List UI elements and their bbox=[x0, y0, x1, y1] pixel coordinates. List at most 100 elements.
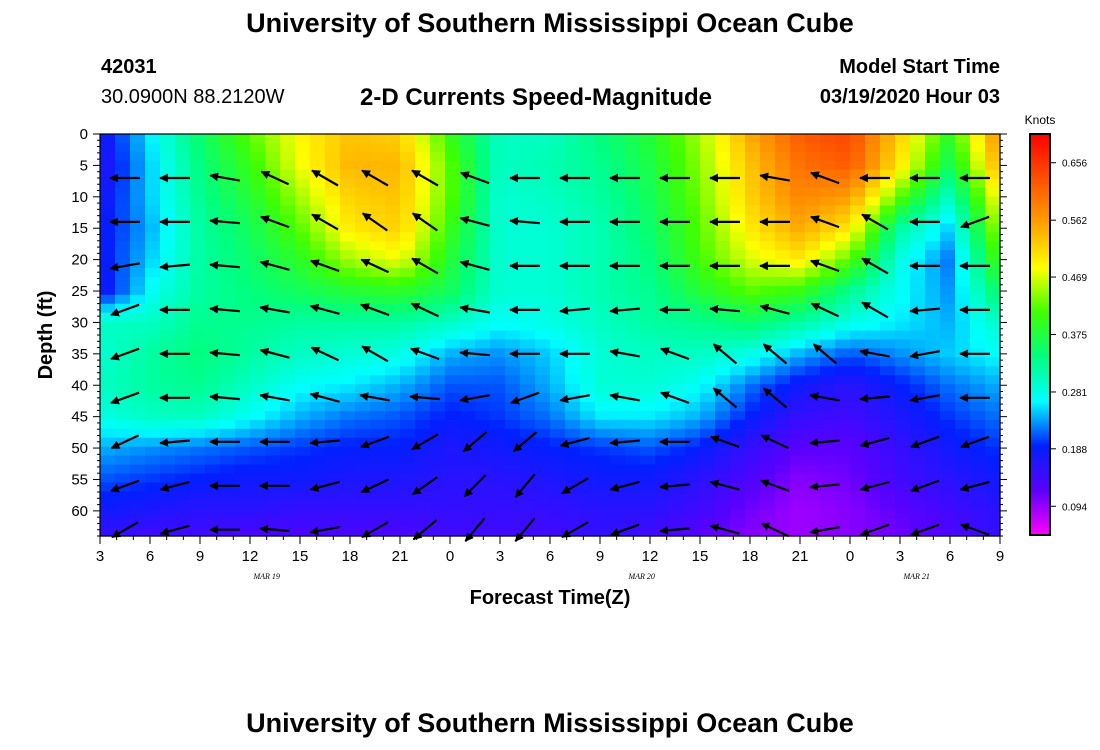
heatmap-cell bbox=[130, 366, 146, 376]
heatmap-cell bbox=[715, 312, 731, 323]
heatmap-cell bbox=[145, 357, 161, 367]
heatmap-cell bbox=[460, 509, 476, 519]
heatmap-cell bbox=[790, 357, 806, 367]
heatmap-cell bbox=[340, 491, 356, 501]
heatmap-cell bbox=[115, 312, 131, 323]
heatmap-cell bbox=[775, 250, 791, 260]
heatmap-cell bbox=[625, 178, 641, 189]
current-vector bbox=[809, 482, 840, 491]
heatmap-cell bbox=[220, 402, 236, 412]
heatmap-cell bbox=[790, 321, 806, 332]
heatmap-cell bbox=[625, 473, 641, 483]
heatmap-cell bbox=[925, 366, 941, 376]
heatmap-cell bbox=[550, 518, 566, 528]
heatmap-cell bbox=[115, 294, 131, 305]
heatmap-cell bbox=[310, 375, 326, 385]
heatmap-cell bbox=[625, 428, 641, 439]
heatmap-cell bbox=[670, 455, 686, 466]
x-tick-label: 0 bbox=[446, 548, 454, 565]
heatmap-cell bbox=[445, 160, 461, 171]
current-vector bbox=[411, 476, 438, 496]
heatmap-cell bbox=[235, 223, 251, 233]
heatmap-cell bbox=[520, 178, 536, 189]
heatmap-cell bbox=[940, 518, 956, 528]
heatmap-cell bbox=[100, 402, 116, 412]
heatmap-cell bbox=[295, 402, 311, 412]
heatmap-cell bbox=[265, 250, 281, 260]
heatmap-cell bbox=[250, 142, 266, 153]
heatmap-cell bbox=[145, 214, 161, 224]
heatmap-cell bbox=[130, 527, 146, 537]
heatmap-cell bbox=[520, 437, 536, 448]
heatmap-cell bbox=[490, 250, 506, 260]
heatmap-cell bbox=[940, 151, 956, 162]
heatmap-cell bbox=[490, 259, 506, 269]
current-vector bbox=[360, 258, 390, 274]
heatmap-cell bbox=[580, 223, 596, 233]
heatmap-cell bbox=[925, 339, 941, 349]
heatmap-cell bbox=[250, 169, 266, 180]
heatmap-cell bbox=[175, 268, 191, 278]
heatmap-cell bbox=[205, 196, 221, 207]
heatmap-cell bbox=[400, 500, 416, 510]
heatmap-cell bbox=[490, 169, 506, 180]
heatmap-cell bbox=[490, 276, 506, 287]
heatmap-cell bbox=[160, 428, 176, 439]
heatmap-cell bbox=[220, 518, 236, 528]
heatmap-cell bbox=[445, 437, 461, 448]
heatmap-cell bbox=[445, 196, 461, 207]
heatmap-cell bbox=[745, 419, 761, 430]
heatmap-cell bbox=[280, 134, 296, 144]
heatmap-cell bbox=[130, 303, 146, 314]
heatmap-cell bbox=[460, 160, 476, 171]
heatmap-cell bbox=[670, 250, 686, 260]
heatmap-cell bbox=[445, 276, 461, 287]
heatmap-cell bbox=[940, 348, 956, 358]
heatmap-cell bbox=[820, 276, 836, 287]
heatmap-cell bbox=[520, 366, 536, 376]
heatmap-cell bbox=[415, 473, 431, 483]
heatmap-cell bbox=[445, 348, 461, 358]
heatmap-cell bbox=[580, 330, 596, 341]
heatmap-cell bbox=[190, 134, 206, 144]
heatmap-cell bbox=[220, 285, 236, 296]
heatmap-cell bbox=[655, 446, 671, 457]
y-tick-label: 40 bbox=[71, 377, 88, 394]
current-vector bbox=[463, 474, 487, 498]
heatmap-cell bbox=[190, 446, 206, 457]
heatmap-cell bbox=[550, 312, 566, 323]
current-vector bbox=[861, 301, 889, 319]
heatmap-cell bbox=[145, 142, 161, 153]
heatmap-cell bbox=[520, 384, 536, 394]
heatmap-cell bbox=[190, 196, 206, 207]
x-tick-label: 15 bbox=[692, 548, 709, 565]
heatmap-cell bbox=[925, 473, 941, 483]
heatmap-cell bbox=[745, 482, 761, 492]
heatmap-cell bbox=[550, 285, 566, 296]
x-tick-label: 0 bbox=[846, 548, 854, 565]
heatmap-cell bbox=[595, 330, 611, 341]
heatmap-cell bbox=[850, 339, 866, 349]
heatmap-cell bbox=[430, 312, 446, 323]
heatmap-cell bbox=[280, 384, 296, 394]
heatmap-cell bbox=[535, 178, 551, 189]
heatmap-cell bbox=[850, 241, 866, 251]
heatmap-cell bbox=[475, 276, 491, 287]
heatmap-cell bbox=[715, 384, 731, 394]
heatmap-cell bbox=[190, 393, 206, 403]
heatmap-cell bbox=[295, 330, 311, 341]
heatmap-cell bbox=[550, 276, 566, 287]
heatmap-cell bbox=[730, 241, 746, 251]
heatmap-cell bbox=[655, 366, 671, 376]
heatmap-cell bbox=[310, 518, 326, 528]
heatmap-cell bbox=[145, 321, 161, 332]
heatmap-cell bbox=[790, 384, 806, 394]
heatmap-cell bbox=[790, 196, 806, 207]
heatmap-cell bbox=[655, 178, 671, 189]
heatmap-cell bbox=[835, 169, 851, 180]
heatmap-cell bbox=[325, 455, 341, 466]
heatmap-cell bbox=[265, 196, 281, 207]
heatmap-cell bbox=[400, 232, 416, 242]
heatmap-cell bbox=[970, 214, 986, 224]
heatmap-cell bbox=[535, 473, 551, 483]
